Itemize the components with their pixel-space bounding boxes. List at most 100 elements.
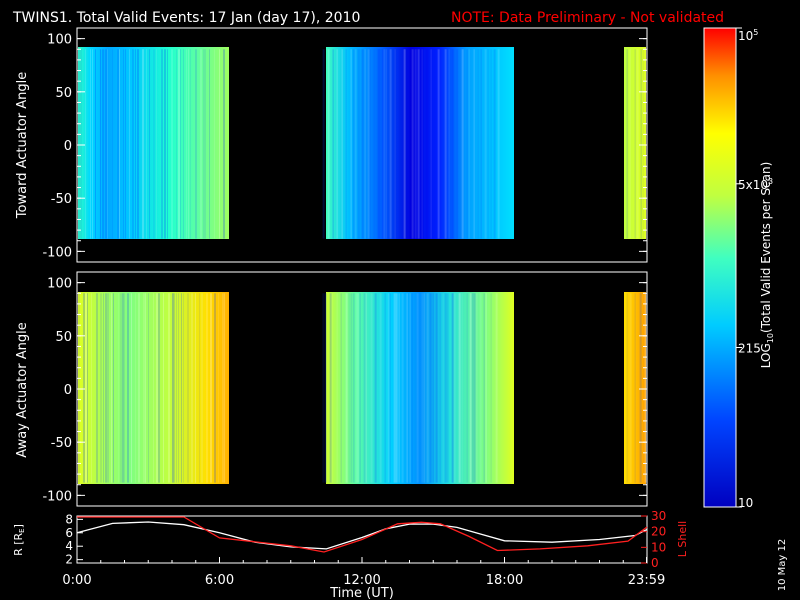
away-heatmap-column (444, 293, 447, 483)
away-heatmap-column (393, 293, 396, 483)
toward-y-tick-label: 50 (55, 86, 72, 101)
away-heatmap-column (336, 293, 338, 483)
colorbar-label: LOG10(Total Valid Events per Scan) (759, 162, 775, 369)
r-axis-tick-label: 4 (65, 539, 73, 553)
away-heatmap-column (127, 293, 129, 483)
toward-heatmap-column (132, 49, 134, 239)
toward-heatmap-column (367, 49, 370, 239)
toward-heatmap-column (373, 49, 375, 239)
toward-heatmap-column (153, 49, 155, 239)
time-axis: 0:00 6:00 12:00 18:00 23:59 (62, 557, 665, 588)
away-heatmap-column (210, 293, 212, 483)
toward-heatmap-column (414, 49, 417, 239)
away-heatmap-column (483, 293, 485, 483)
away-heatmap-column (105, 293, 107, 483)
away-heatmap-column (435, 293, 438, 483)
away-heatmap-column (432, 293, 434, 483)
l-shell-tick-label: 10 (651, 540, 666, 554)
away-heatmap-column (626, 293, 628, 483)
away-heatmap-column (83, 293, 85, 483)
away-heatmap-column (411, 293, 413, 483)
toward-heatmap-column (456, 49, 458, 239)
away-heatmap-column (453, 293, 456, 483)
toward-heatmap-column (484, 49, 487, 239)
toward-heatmap-column (444, 49, 447, 239)
toward-y-axis: 100 50 0 -50 -100 (42, 33, 647, 260)
colorbar-tick-label: 105 (738, 28, 758, 43)
colorbar-tick-label: 10 (738, 496, 753, 510)
toward-heatmap-column (135, 49, 136, 239)
toward-heatmap-column (183, 49, 184, 239)
time-axis-tick-label: 0:00 (62, 573, 91, 588)
away-heatmap-column (475, 293, 478, 483)
away-heatmap-column (471, 293, 474, 483)
toward-heatmap-column (107, 49, 108, 239)
toward-heatmap-column (85, 49, 86, 239)
toward-heatmap-column (361, 49, 364, 239)
away-heatmap-column (138, 293, 140, 483)
toward-heatmap-column (80, 49, 82, 239)
away-heatmap-column (446, 293, 449, 483)
data-preliminary-note: NOTE: Data Preliminary - Not validated (451, 10, 724, 26)
away-heatmap-column (201, 293, 203, 483)
away-heatmap-column (340, 293, 342, 483)
away-heatmap-column (143, 293, 145, 483)
away-heatmap-column (222, 293, 224, 483)
toward-heatmap-column (448, 49, 450, 239)
toward-heatmap-column (178, 49, 180, 239)
away-heatmap-column (451, 293, 454, 483)
away-heatmap-column (355, 293, 358, 483)
r-axis-tick-label: 8 (65, 512, 73, 526)
toward-heatmap-column (78, 49, 80, 239)
away-heatmap-column (395, 293, 398, 483)
toward-heatmap-column (332, 49, 334, 239)
toward-heatmap-column (642, 49, 644, 239)
away-heatmap-column (181, 293, 182, 483)
away-heatmap-column (389, 293, 391, 483)
away-heatmap-column (163, 293, 164, 483)
toward-heatmap-column (385, 49, 387, 239)
toward-heatmap-column (214, 49, 215, 239)
toward-heatmap-column (442, 49, 445, 239)
toward-heatmap-column (352, 49, 355, 239)
r-axis-tick-label: 6 (65, 526, 73, 540)
colorbar-gradient (703, 27, 737, 508)
toward-heatmap-column (407, 49, 410, 239)
away-heatmap-column (322, 293, 324, 483)
away-data-block-midday (326, 292, 514, 484)
toward-heatmap-column (117, 49, 119, 239)
l-shell-axis-label: L Shell (676, 521, 689, 557)
away-heatmap-column (348, 293, 350, 483)
toward-heatmap-column (480, 49, 482, 239)
away-heatmap-column (118, 293, 119, 483)
away-heatmap-column (357, 293, 359, 483)
toward-heatmap-column (164, 49, 166, 239)
away-heatmap-column (78, 293, 80, 483)
toward-heatmap-column (461, 49, 464, 239)
toward-heatmap-column (468, 49, 470, 239)
toward-heatmap-column (341, 49, 343, 239)
away-heatmap-column (387, 293, 390, 483)
toward-heatmap-column (156, 49, 157, 239)
away-heatmap-column (461, 293, 463, 483)
away-heatmap-column (634, 293, 636, 483)
away-heatmap-column (120, 293, 122, 483)
toward-heatmap-column (394, 49, 396, 239)
away-heatmap-column (324, 293, 327, 483)
away-data-block-night (624, 292, 646, 484)
away-heatmap-column (87, 293, 88, 483)
away-panel: 100 50 0 -50 -100 Away Actuator Angle (15, 271, 648, 507)
r-axis-tick-label: 2 (65, 553, 73, 567)
toward-heatmap-column (446, 49, 448, 239)
toward-heatmap-column (401, 49, 403, 239)
toward-heatmap-column (636, 49, 639, 239)
away-heatmap-column (145, 293, 146, 483)
toward-heatmap-column (129, 49, 130, 239)
away-heatmap-column (85, 293, 87, 483)
toward-heatmap-column (142, 49, 144, 239)
away-data-block-morning (78, 292, 229, 484)
away-heatmap-column (345, 293, 348, 483)
time-axis-label: Time (UT) (329, 586, 394, 600)
away-heatmap-column (379, 293, 382, 483)
